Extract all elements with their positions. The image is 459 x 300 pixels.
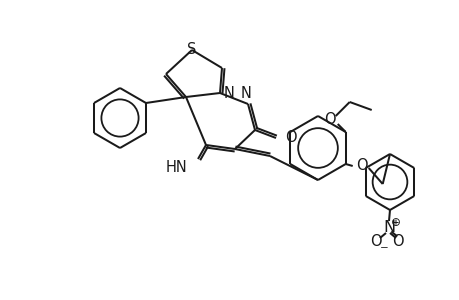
Text: N: N — [240, 86, 251, 101]
Text: −: − — [379, 243, 387, 253]
Text: N: N — [382, 220, 394, 236]
Text: O: O — [369, 235, 381, 250]
Text: S: S — [187, 43, 196, 58]
Text: O: O — [285, 130, 296, 146]
Text: ⊕: ⊕ — [390, 217, 400, 230]
Text: O: O — [392, 235, 403, 250]
Text: N: N — [224, 86, 235, 101]
Text: HN: HN — [165, 160, 187, 175]
Text: O: O — [355, 158, 367, 173]
Text: O: O — [323, 112, 335, 127]
